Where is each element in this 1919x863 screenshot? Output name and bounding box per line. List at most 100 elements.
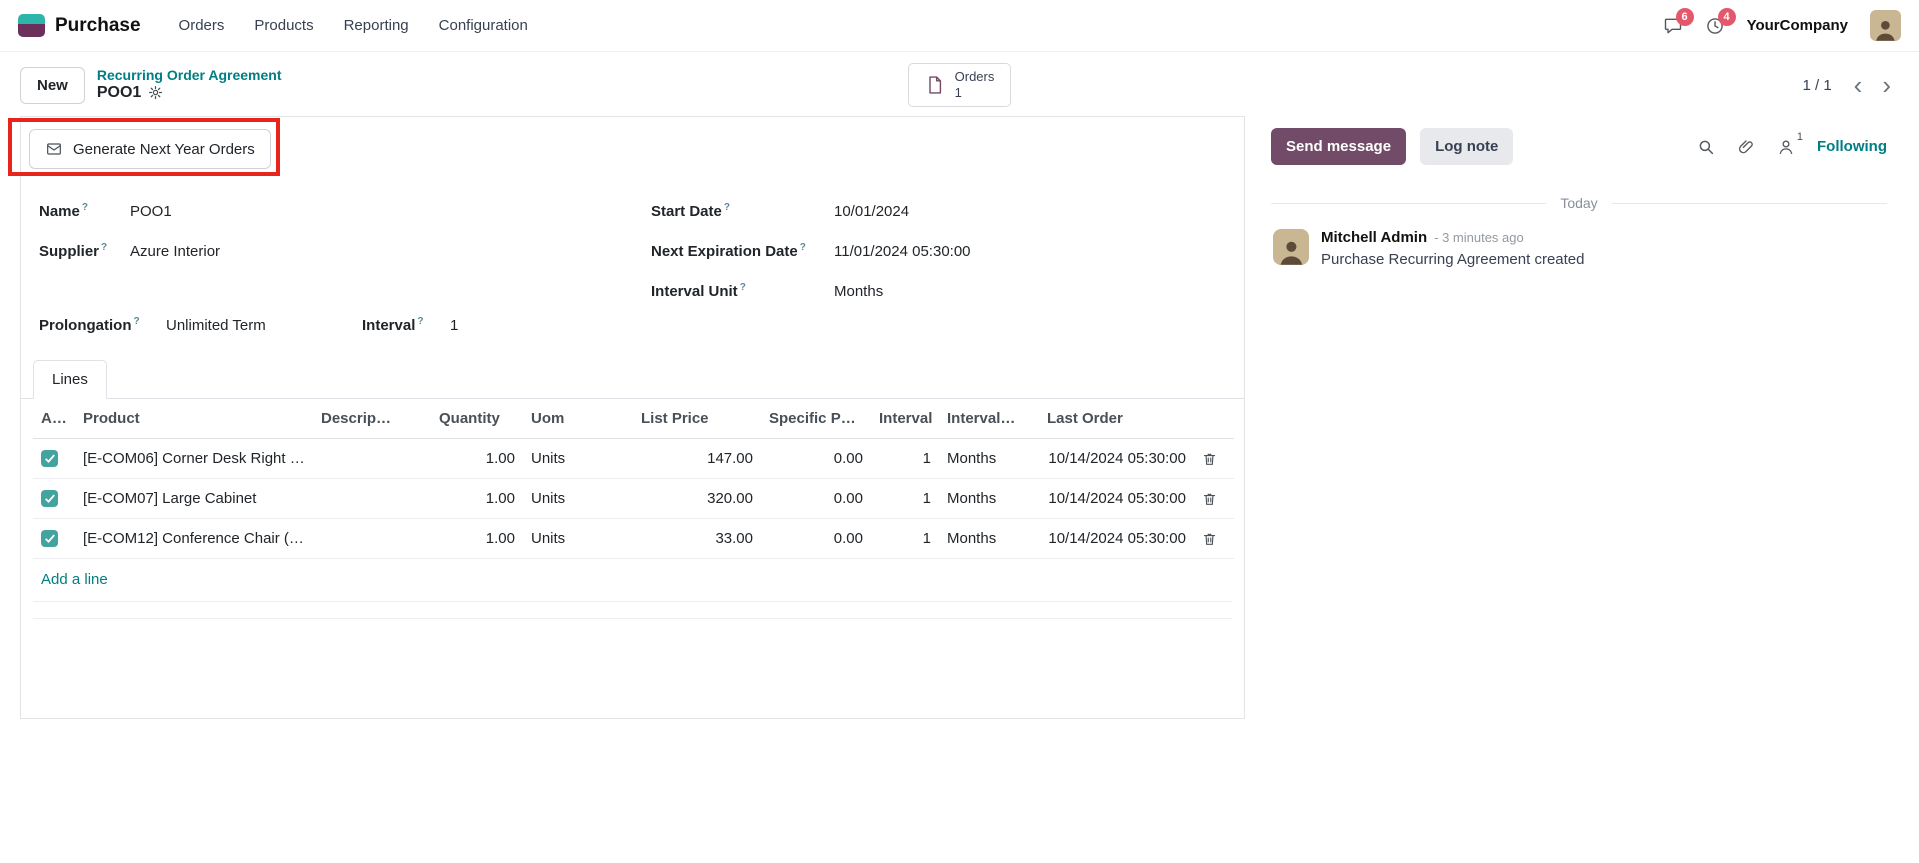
cell-specific-price[interactable]: 0.00	[761, 478, 871, 519]
nav-item-configuration[interactable]: Configuration	[438, 17, 528, 34]
cell-interval-unit[interactable]: Months	[939, 438, 1039, 479]
col-header-last-order[interactable]: Last Order	[1039, 399, 1194, 439]
delete-line-button[interactable]	[1202, 451, 1217, 467]
activities-button[interactable]: 4	[1705, 7, 1736, 36]
field-value-next-expiration-date[interactable]: 11/01/2024 05:30:00	[834, 242, 971, 260]
delete-line-button[interactable]	[1202, 491, 1217, 507]
cell-list-price[interactable]: 33.00	[633, 518, 761, 559]
cell-last-order[interactable]: 10/14/2024 05:30:00	[1039, 518, 1194, 559]
field-value-interval[interactable]: 1	[450, 316, 459, 334]
chatter: Send message Log note 1	[1245, 116, 1899, 272]
add-a-line-link[interactable]: Add a line	[41, 571, 108, 588]
cell-interval-unit[interactable]: Months	[939, 518, 1039, 559]
active-checkbox[interactable]	[41, 490, 58, 507]
pager-previous-button[interactable]: ‹	[1846, 72, 1871, 98]
help-marker: ?	[723, 202, 730, 213]
breadcrumb: New Recurring Order Agreement POO1	[20, 66, 908, 104]
cell-description[interactable]	[313, 478, 431, 519]
nav-item-orders[interactable]: Orders	[178, 17, 225, 34]
cell-uom[interactable]: Units	[523, 478, 633, 519]
cell-uom[interactable]: Units	[523, 438, 633, 479]
add-line-row: Add a line	[33, 559, 1232, 602]
stat-button-value: 1	[954, 85, 962, 100]
message-timestamp: - 3 minutes ago	[1434, 230, 1524, 245]
field-value-supplier[interactable]: Azure Interior	[130, 242, 221, 260]
field-value-interval-unit[interactable]: Months	[834, 282, 884, 300]
top-navbar: Purchase Orders Products Reporting Confi…	[0, 0, 1919, 52]
log-note-button[interactable]: Log note	[1420, 128, 1514, 165]
cell-interval[interactable]: 1	[871, 438, 939, 479]
cell-description[interactable]	[313, 438, 431, 479]
nav-item-products[interactable]: Products	[254, 17, 314, 34]
col-header-product[interactable]: Product	[75, 399, 313, 439]
cell-last-order[interactable]: 10/14/2024 05:30:00	[1039, 438, 1194, 479]
cell-uom[interactable]: Units	[523, 518, 633, 559]
messages-badge: 6	[1675, 7, 1694, 26]
col-header-uom[interactable]: Uom	[523, 399, 633, 439]
attachments-button[interactable]	[1737, 138, 1755, 156]
field-label-interval-unit: Interval Unit?	[651, 282, 746, 300]
col-header-quantity[interactable]: Quantity	[431, 399, 523, 439]
cell-interval[interactable]: 1	[871, 478, 939, 519]
delete-line-button[interactable]	[1202, 531, 1217, 547]
record-settings-gear-icon[interactable]	[148, 85, 163, 100]
lines-table: A… Product Descrip… Quantity Uom List Pr…	[21, 399, 1244, 602]
user-avatar[interactable]	[1870, 10, 1901, 41]
breadcrumb-parent-link[interactable]: Recurring Order Agreement	[96, 66, 282, 83]
col-header-active[interactable]: A…	[33, 399, 75, 439]
cell-description[interactable]	[313, 518, 431, 559]
help-marker: ?	[799, 242, 806, 253]
author-avatar[interactable]	[1273, 229, 1309, 265]
notebook-tabs: Lines	[21, 359, 1244, 399]
col-header-interval-unit[interactable]: Interval…	[939, 399, 1039, 439]
cell-list-price[interactable]: 147.00	[633, 438, 761, 479]
following-toggle[interactable]: Following	[1817, 138, 1887, 155]
pager-counter[interactable]: 1 / 1	[1802, 76, 1832, 94]
generate-next-year-orders-button[interactable]: Generate Next Year Orders	[29, 129, 271, 169]
app-title[interactable]: Purchase	[55, 14, 141, 36]
control-panel: New Recurring Order Agreement POO1 Order…	[0, 52, 1919, 116]
breadcrumb-trail: Recurring Order Agreement POO1	[97, 67, 282, 102]
field-value-prolongation[interactable]: Unlimited Term	[166, 316, 266, 334]
cell-list-price[interactable]: 320.00	[633, 478, 761, 519]
help-marker: ?	[739, 282, 746, 293]
orders-stat-button[interactable]: Orders 1	[907, 62, 1012, 108]
col-header-specific-price[interactable]: Specific P…	[761, 399, 871, 439]
company-switcher[interactable]: YourCompany	[1746, 17, 1848, 34]
field-value-start-date[interactable]: 10/01/2024	[834, 202, 910, 220]
cell-quantity[interactable]: 1.00	[431, 478, 523, 519]
date-divider-label: Today	[1560, 195, 1598, 211]
followers-button[interactable]: 1	[1777, 131, 1803, 156]
col-header-list-price[interactable]: List Price	[633, 399, 761, 439]
cell-interval-unit[interactable]: Months	[939, 478, 1039, 519]
pager-next-button[interactable]: ›	[1874, 72, 1899, 98]
nav-item-reporting[interactable]: Reporting	[343, 17, 409, 34]
cell-interval[interactable]: 1	[871, 518, 939, 559]
apps-grid-icon[interactable]	[18, 14, 45, 37]
navbar-right: 6 4 YourCompany	[1663, 7, 1901, 41]
cell-quantity[interactable]: 1.00	[431, 518, 523, 559]
cell-specific-price[interactable]: 0.00	[761, 518, 871, 559]
help-marker: ?	[81, 202, 88, 213]
cell-last-order[interactable]: 10/14/2024 05:30:00	[1039, 478, 1194, 519]
pager: 1 / 1 ‹ ›	[1011, 72, 1899, 98]
send-message-button[interactable]: Send message	[1271, 128, 1407, 165]
form-statusbar: Generate Next Year Orders	[21, 117, 1244, 183]
cell-specific-price[interactable]: 0.00	[761, 438, 871, 479]
cell-quantity[interactable]: 1.00	[431, 438, 523, 479]
active-checkbox[interactable]	[41, 530, 58, 547]
tab-lines[interactable]: Lines	[33, 360, 107, 399]
messages-button[interactable]: 6	[1663, 7, 1694, 36]
active-checkbox[interactable]	[41, 450, 58, 467]
cell-product[interactable]: [E-COM06] Corner Desk Right …	[75, 438, 313, 479]
person-avatar-icon	[1876, 21, 1895, 41]
field-label-name: Name?	[39, 202, 88, 220]
col-header-description[interactable]: Descrip…	[313, 399, 431, 439]
cell-product[interactable]: [E-COM07] Large Cabinet	[75, 478, 313, 519]
col-header-interval[interactable]: Interval	[871, 399, 939, 439]
new-button[interactable]: New	[20, 66, 85, 104]
search-icon	[1697, 138, 1715, 156]
search-messages-button[interactable]	[1697, 138, 1715, 156]
cell-product[interactable]: [E-COM12] Conference Chair (…	[75, 518, 313, 559]
field-value-name[interactable]: POO1	[130, 202, 172, 220]
